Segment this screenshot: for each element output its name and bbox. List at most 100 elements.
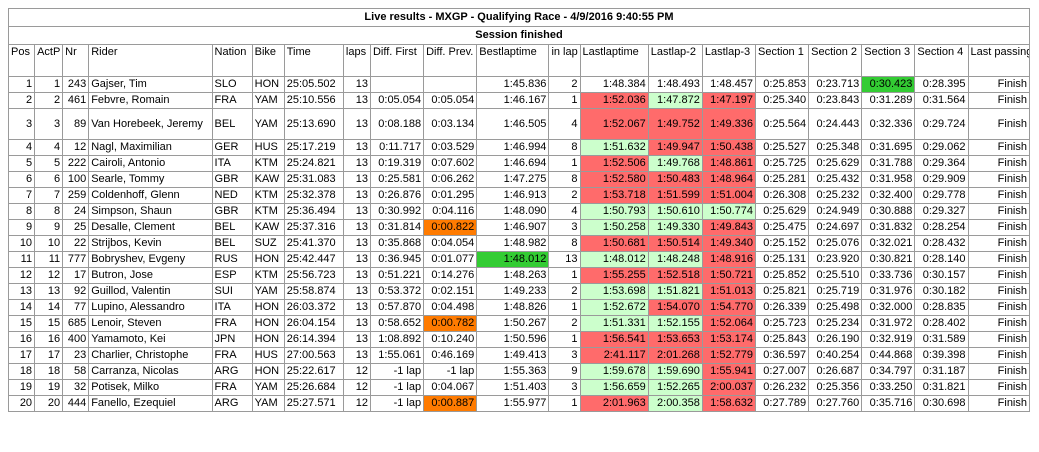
cell-last2: 1:59.690	[647, 363, 703, 380]
cell-passing: Finish	[967, 155, 1031, 172]
col-header-section-2: Section 2	[808, 44, 863, 77]
cell-diff-first: 0:51.221	[369, 267, 425, 284]
cell-pos: 20	[7, 395, 36, 412]
cell-s3: 0:32.021	[861, 235, 916, 252]
cell-passing: Finish	[967, 171, 1031, 188]
cell-last: 1:52.067	[579, 108, 649, 140]
cell-actp: 12	[34, 267, 64, 284]
cell-time: 25:10.556	[283, 92, 344, 109]
cell-last: 1:50.681	[579, 235, 649, 252]
cell-s2: 0:23.713	[808, 76, 863, 93]
cell-laps: 13	[342, 155, 371, 172]
cell-nation: GBR	[211, 203, 253, 220]
cell-actp: 8	[34, 203, 64, 220]
cell-laps: 13	[342, 267, 371, 284]
cell-nr: 22	[62, 235, 90, 252]
cell-s1: 0:25.852	[754, 267, 810, 284]
cell-nr: 100	[62, 171, 90, 188]
cell-last3: 1:48.457	[701, 76, 756, 93]
table-row: 6 6 100 Searle, Tommy GBR KAW 25:31.083 13 0:25.…	[7, 171, 1031, 188]
cell-pos: 1	[7, 76, 36, 93]
cell-diff-first: 0:31.814	[369, 219, 425, 236]
cell-nation: BEL	[211, 108, 253, 140]
cell-last2: 1:49.752	[647, 108, 703, 140]
cell-laps: 13	[342, 235, 371, 252]
cell-diff-prev: 0:07.602	[423, 155, 478, 172]
cell-last2: 1:48.493	[647, 76, 703, 93]
cell-bike: HUS	[251, 347, 285, 364]
cell-s1: 0:25.853	[754, 76, 810, 93]
cell-s1: 0:25.152	[754, 235, 810, 252]
cell-last3: 2:00.037	[701, 379, 756, 396]
cell-laps: 12	[342, 395, 371, 412]
cell-last: 1:52.506	[579, 155, 649, 172]
cell-rider: Simpson, Shaun	[88, 203, 213, 220]
cell-actp: 3	[34, 108, 64, 140]
cell-s2: 0:25.432	[808, 171, 863, 188]
cell-time: 25:58.874	[283, 283, 344, 300]
cell-nation: BEL	[211, 235, 253, 252]
cell-nation: GER	[211, 139, 253, 156]
cell-s3: 0:33.250	[861, 379, 916, 396]
cell-pos: 13	[7, 283, 36, 300]
cell-diff-prev: 0:04.054	[423, 235, 478, 252]
cell-bike: KTM	[251, 203, 285, 220]
cell-laps: 13	[342, 299, 371, 316]
cell-inlap: 4	[548, 108, 581, 140]
cell-diff-first: 0:58.652	[369, 315, 425, 332]
cell-s1: 0:25.475	[754, 219, 810, 236]
cell-nation: JPN	[211, 331, 253, 348]
cell-nation: RUS	[211, 251, 253, 268]
cell-pos: 12	[7, 267, 36, 284]
cell-nation: ESP	[211, 267, 253, 284]
table-row: 9 9 25 Desalle, Clement BEL KAW 25:37.316 13 0:3…	[7, 219, 1031, 236]
cell-last3: 1:54.770	[701, 299, 756, 316]
cell-s3: 0:35.716	[861, 395, 916, 412]
cell-diff-prev: 0:46.169	[423, 347, 478, 364]
cell-passing: Finish	[967, 235, 1031, 252]
cell-last3: 1:58.632	[701, 395, 756, 412]
cell-actp: 15	[34, 315, 64, 332]
cell-s2: 0:27.760	[808, 395, 863, 412]
cell-rider: Lenoir, Steven	[88, 315, 213, 332]
cell-pos: 4	[7, 139, 36, 156]
cell-inlap: 1	[548, 267, 581, 284]
cell-nation: SUI	[211, 283, 253, 300]
cell-actp: 17	[34, 347, 64, 364]
cell-rider: Gajser, Tim	[88, 76, 213, 93]
cell-pos: 6	[7, 171, 36, 188]
cell-nation: SLO	[211, 76, 253, 93]
cell-bike: SUZ	[251, 235, 285, 252]
col-header-nr: Nr	[62, 44, 90, 77]
cell-s3: 0:31.958	[861, 171, 916, 188]
cell-passing: Finish	[967, 315, 1031, 332]
cell-last: 1:48.384	[579, 76, 649, 93]
cell-last2: 1:49.947	[647, 139, 703, 156]
cell-laps: 13	[342, 108, 371, 140]
cell-diff-first: 1:55.061	[369, 347, 425, 364]
cell-bike: KTM	[251, 187, 285, 204]
col-header-diff-prev: Diff. Prev.	[423, 44, 478, 77]
cell-s1: 0:25.629	[754, 203, 810, 220]
cell-s4: 0:31.187	[914, 363, 969, 380]
cell-inlap: 4	[548, 203, 581, 220]
cell-nr: 92	[62, 283, 90, 300]
results-table: Live results - MXGP - Qualifying Race - …	[7, 8, 1031, 412]
cell-rider: Butron, Jose	[88, 267, 213, 284]
cell-laps: 12	[342, 363, 371, 380]
cell-time: 25:32.378	[283, 187, 344, 204]
cell-bestlap: 1:46.907	[476, 219, 550, 236]
cell-s2: 0:23.920	[808, 251, 863, 268]
cell-s3: 0:31.972	[861, 315, 916, 332]
cell-pos: 16	[7, 331, 36, 348]
cell-diff-first: 1:08.892	[369, 331, 425, 348]
cell-bike: YAM	[251, 379, 285, 396]
header-row: Pos ActP Nr Rider Nation Bike Time laps Diff. Fi…	[7, 44, 1031, 77]
cell-last2: 1:52.265	[647, 379, 703, 396]
cell-actp: 1	[34, 76, 64, 93]
cell-diff-first: 0:35.868	[369, 235, 425, 252]
cell-diff-prev	[423, 76, 478, 93]
cell-diff-prev: 0:06.262	[423, 171, 478, 188]
table-row: 3 3 89 Van Horebeek, Jeremy BEL YAM 25:13.690 1…	[7, 108, 1031, 140]
cell-s1: 0:25.131	[754, 251, 810, 268]
